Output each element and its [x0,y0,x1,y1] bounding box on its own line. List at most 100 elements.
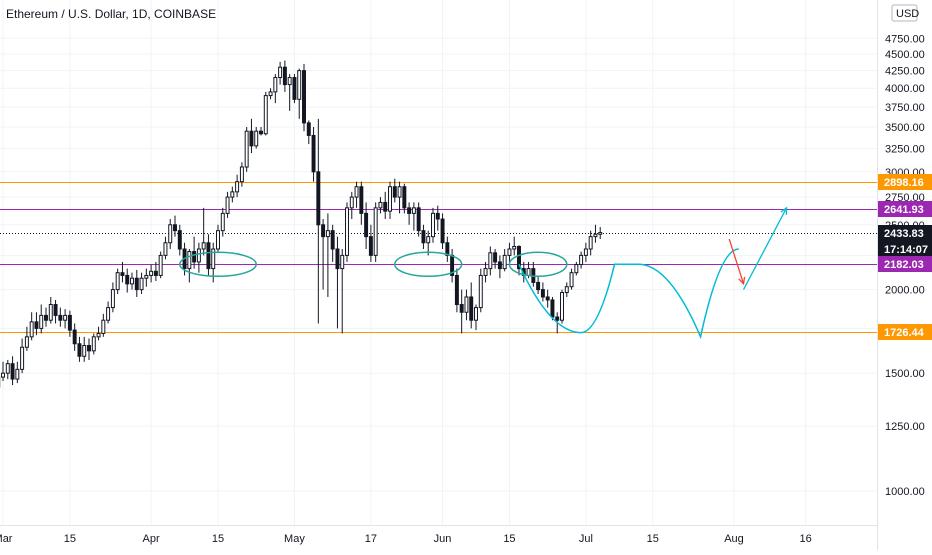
candle-body [144,274,149,279]
candle-body [268,91,273,97]
price-tag-label: 2433.83 [884,228,924,240]
candle-body [507,248,512,256]
candle-body [259,130,263,135]
candle-body [316,171,321,226]
chart-title: Ethereum / U.S. Dollar, 1D, COINBASE [6,7,217,21]
candle-body [82,345,87,357]
candle-body [464,296,469,313]
candle-body [48,304,53,321]
candle-body [583,248,588,256]
candle-body [216,230,220,250]
price-tick-label: 4000.00 [885,83,925,95]
candle-body [139,277,144,291]
candle-body [469,296,474,321]
candle-body [58,314,63,321]
price-tag-label: 2182.03 [884,259,924,271]
time-tick-label: May [284,533,305,545]
candle-body [402,186,407,209]
pattern-ellipse [179,251,257,278]
time-axis[interactable]: Mar 15 Apr 15 May 17 Jun 15 Jul 15 Aug 16 [0,525,877,550]
candle-body [359,186,364,214]
price-tick-label: 4500.00 [885,49,925,61]
candle-body [163,242,168,256]
countdown-label: 17:14:07 [884,244,928,256]
candle-body [230,191,235,198]
time-tick-label: Aug [724,533,744,545]
price-tag [878,174,932,190]
candle-body [120,272,125,276]
candle-body [196,248,201,263]
candle-body [345,207,349,256]
candle-body [10,363,15,380]
candle-body [106,307,111,321]
bearish-projection-arrow [728,238,745,285]
annotations [179,206,788,340]
candle-body [239,166,244,183]
candle-body [34,321,39,329]
price-tag-label: 2898.16 [884,177,924,189]
candle-body [225,196,230,214]
candle-body [407,207,412,214]
candle-body [536,281,541,291]
price-tag [878,324,932,340]
candle-body [177,230,182,250]
price-tick-label: 3750.00 [885,102,925,114]
candle-body [24,336,29,348]
bullish-projection-arrow-head [780,206,788,215]
candle-body [411,207,416,214]
candle-body [192,251,197,263]
candle-body [459,304,464,313]
pattern-curve [518,248,739,340]
candle-body [15,368,20,380]
candle-body [526,268,531,276]
candle-body [77,343,82,357]
horizontal-levels [0,182,877,333]
candle-body [560,292,564,321]
candle-body [364,212,369,238]
price-tag-label: 2641.93 [884,204,924,216]
candle-body [53,304,58,316]
candle-body [5,363,10,374]
price-tag-label: 1726.44 [884,327,925,339]
candle-body [306,122,311,136]
candle-body [278,66,283,79]
time-tick-label: 15 [212,533,224,545]
candle-body [431,212,435,238]
candle-body [454,274,459,306]
candle-body [287,77,292,86]
candle-body [29,321,34,338]
price-tag [878,256,932,272]
time-tick-label: Jun [434,533,452,545]
candle-body [249,130,254,147]
candle-body [349,196,354,209]
pattern-ellipse [394,251,463,278]
bullish-projection-arrow [742,207,788,290]
candle-body [435,212,440,220]
price-tick-label: 4750.00 [885,33,925,45]
time-tick-label: Apr [143,533,160,545]
candle-body [383,201,388,212]
candle-body [502,254,507,270]
candle-body [130,277,134,285]
candle-body [1,372,5,378]
candle-body [263,95,268,135]
candle-body [244,130,249,168]
candle-body [158,254,163,276]
candle-body [545,296,550,301]
pattern-ellipse [508,251,568,278]
candle-body [125,274,130,285]
candle-body [340,254,345,270]
candle-body [488,252,493,270]
price-axis[interactable]: 750.001000.001250.001500.001750.002000.0… [877,0,932,550]
candle-body [206,242,211,270]
candle-body [254,130,259,147]
price-tick-label: 1000.00 [885,486,925,498]
candle-body [173,224,177,232]
candle-body [555,316,560,321]
candle-body [588,236,593,250]
candle-body [67,314,72,331]
currency-box [891,4,918,22]
candle-body [115,272,120,291]
